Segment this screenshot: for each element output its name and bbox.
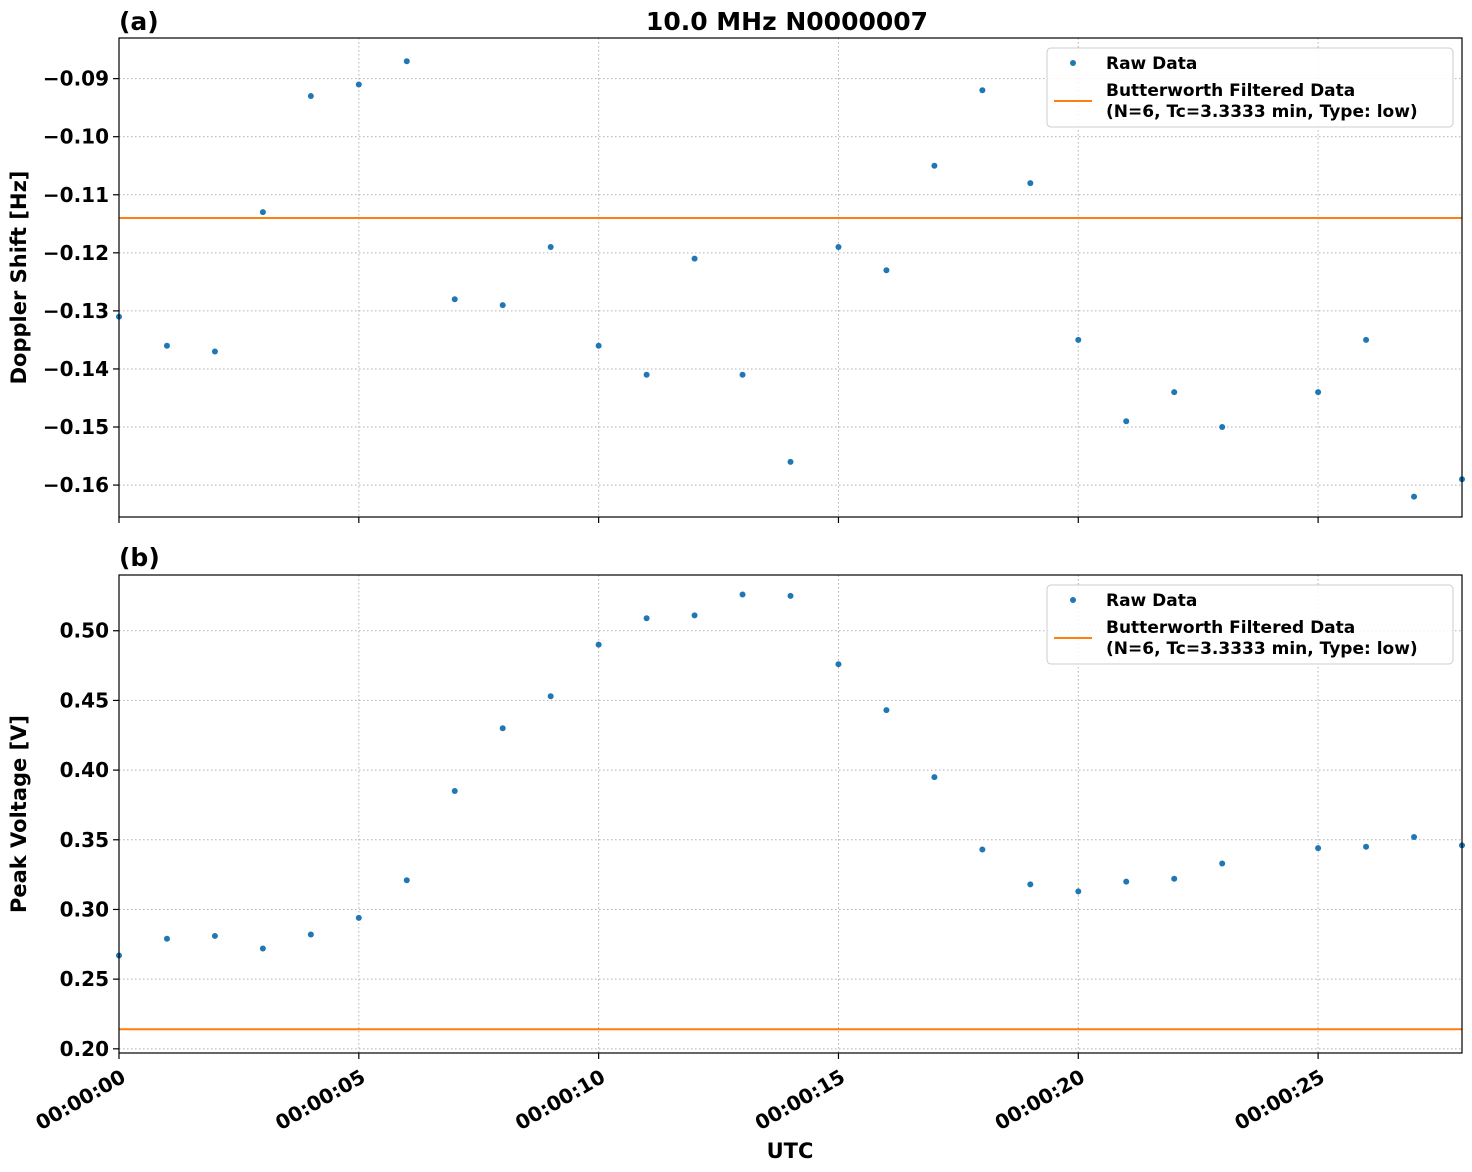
b-raw-data-point [1123, 879, 1129, 885]
b-raw-data-point [452, 788, 458, 794]
a-raw-data-point [596, 343, 602, 349]
b-raw-data-point [308, 932, 314, 938]
b-raw-data-point [931, 774, 937, 780]
b-raw-data-point [1219, 860, 1225, 866]
a-raw-data-point [356, 81, 362, 87]
b-y-tick-label: 0.45 [60, 688, 109, 712]
a-raw-data-point [404, 58, 410, 64]
b-raw-data-point [979, 847, 985, 853]
a-legend-label-filtered: Butterworth Filtered Data [1106, 81, 1355, 101]
a-raw-data-point [1315, 389, 1321, 395]
a-y-tick-label: −0.15 [43, 415, 109, 439]
a-y-tick-label: −0.10 [43, 125, 109, 149]
b-raw-data-point [835, 661, 841, 667]
a-raw-data-point [1363, 337, 1369, 343]
a-y-tick-label: −0.16 [43, 473, 109, 497]
b-raw-data-point [644, 615, 650, 621]
b-raw-data-point [596, 642, 602, 648]
b-y-tick-label: 0.40 [60, 758, 109, 782]
b-raw-data-point [356, 915, 362, 921]
b-x-tick-label: 00:00:20 [991, 1064, 1089, 1135]
b-y-tick-label: 0.35 [60, 828, 109, 852]
a-raw-data-point [164, 343, 170, 349]
b-legend-label-filtered-params: (N=6, Tc=3.3333 min, Type: low) [1106, 639, 1418, 659]
a-raw-data-point [1123, 418, 1129, 424]
a-legend-label-filtered-params: (N=6, Tc=3.3333 min, Type: low) [1106, 102, 1418, 122]
b-x-tick-label: 00:00:15 [751, 1064, 849, 1135]
b-raw-data-point [788, 593, 794, 599]
b-raw-data-point [212, 933, 218, 939]
a-raw-data-point [979, 87, 985, 93]
b-x-tick-label: 00:00:25 [1230, 1064, 1328, 1135]
a-legend-label-raw: Raw Data [1106, 54, 1197, 74]
panel-a: −0.16 −0.15 −0.14 −0.13 −0.12 −0.11 −0.10 −0.09… [7, 38, 1465, 523]
a-y-tick-label: −0.12 [43, 241, 109, 265]
a-raw-data-point [740, 372, 746, 378]
a-raw-data-point [308, 93, 314, 99]
a-raw-data-point [548, 244, 554, 250]
a-raw-data-point [260, 209, 266, 215]
a-raw-data-point [788, 459, 794, 465]
a-raw-data-point [1411, 494, 1417, 500]
b-x-tick-label: 00:00:00 [31, 1064, 129, 1135]
b-raw-data-point [1315, 845, 1321, 851]
a-legend-dot-marker [1070, 60, 1076, 66]
a-raw-data-point [883, 267, 889, 273]
a-raw-data-point [1027, 180, 1033, 186]
x-axis-label: UTC [767, 1139, 814, 1163]
panel-b-label: (b) [119, 543, 160, 572]
figure-title: 10.0 MHz N0000007 [646, 7, 928, 36]
b-legend-dot-marker [1070, 597, 1076, 603]
a-raw-data-point [692, 256, 698, 262]
a-y-axis-label: Doppler Shift [Hz] [7, 171, 31, 385]
b-y-tick-label: 0.30 [60, 897, 109, 921]
b-raw-data-point [164, 936, 170, 942]
a-raw-data-point [644, 372, 650, 378]
b-y-tick-label: 0.25 [60, 967, 109, 991]
a-y-tick-label: −0.13 [43, 299, 109, 323]
a-raw-data-point [835, 244, 841, 250]
b-raw-data-point [260, 945, 266, 951]
a-raw-data-point [1219, 424, 1225, 430]
a-raw-data-point [500, 302, 506, 308]
b-raw-data-point [404, 877, 410, 883]
b-x-tick-label: 00:00:10 [511, 1064, 609, 1135]
b-raw-data-point [692, 612, 698, 618]
a-y-tick-label: −0.09 [43, 67, 109, 91]
a-raw-data-point [212, 349, 218, 355]
b-x-tick-label: 00:00:05 [271, 1064, 369, 1135]
a-raw-data-point [452, 296, 458, 302]
b-y-tick-label: 0.50 [60, 619, 109, 643]
b-raw-data-point [740, 592, 746, 598]
panel-a-label: (a) [119, 7, 159, 36]
panel-b: 0.20 0.25 0.30 0.35 0.40 0.45 0.50 00:00:00 00:0… [7, 575, 1465, 1135]
b-raw-data-point [548, 693, 554, 699]
b-raw-data-point [1171, 876, 1177, 882]
b-legend: Raw Data Butterworth Filtered Data(N=6, T… [1047, 585, 1453, 664]
b-y-tick-label: 0.20 [60, 1037, 109, 1061]
b-raw-data-point [883, 707, 889, 713]
a-raw-data-point [931, 163, 937, 169]
a-raw-data-point [1075, 337, 1081, 343]
a-raw-data-point [1171, 389, 1177, 395]
b-legend-label-filtered: Butterworth Filtered Data [1106, 618, 1355, 638]
a-y-tick-label: −0.11 [43, 183, 109, 207]
b-legend-label-raw: Raw Data [1106, 591, 1197, 611]
b-raw-data-point [1075, 888, 1081, 894]
b-raw-data-point [500, 725, 506, 731]
a-legend: Raw Data Butterworth Filtered Data(N=6, T… [1047, 48, 1453, 127]
b-raw-data-point [1363, 844, 1369, 850]
b-raw-data-point [1027, 881, 1033, 887]
b-raw-data-point [1411, 834, 1417, 840]
b-y-axis-label: Peak Voltage [V] [7, 715, 31, 913]
a-y-tick-label: −0.14 [43, 357, 109, 381]
